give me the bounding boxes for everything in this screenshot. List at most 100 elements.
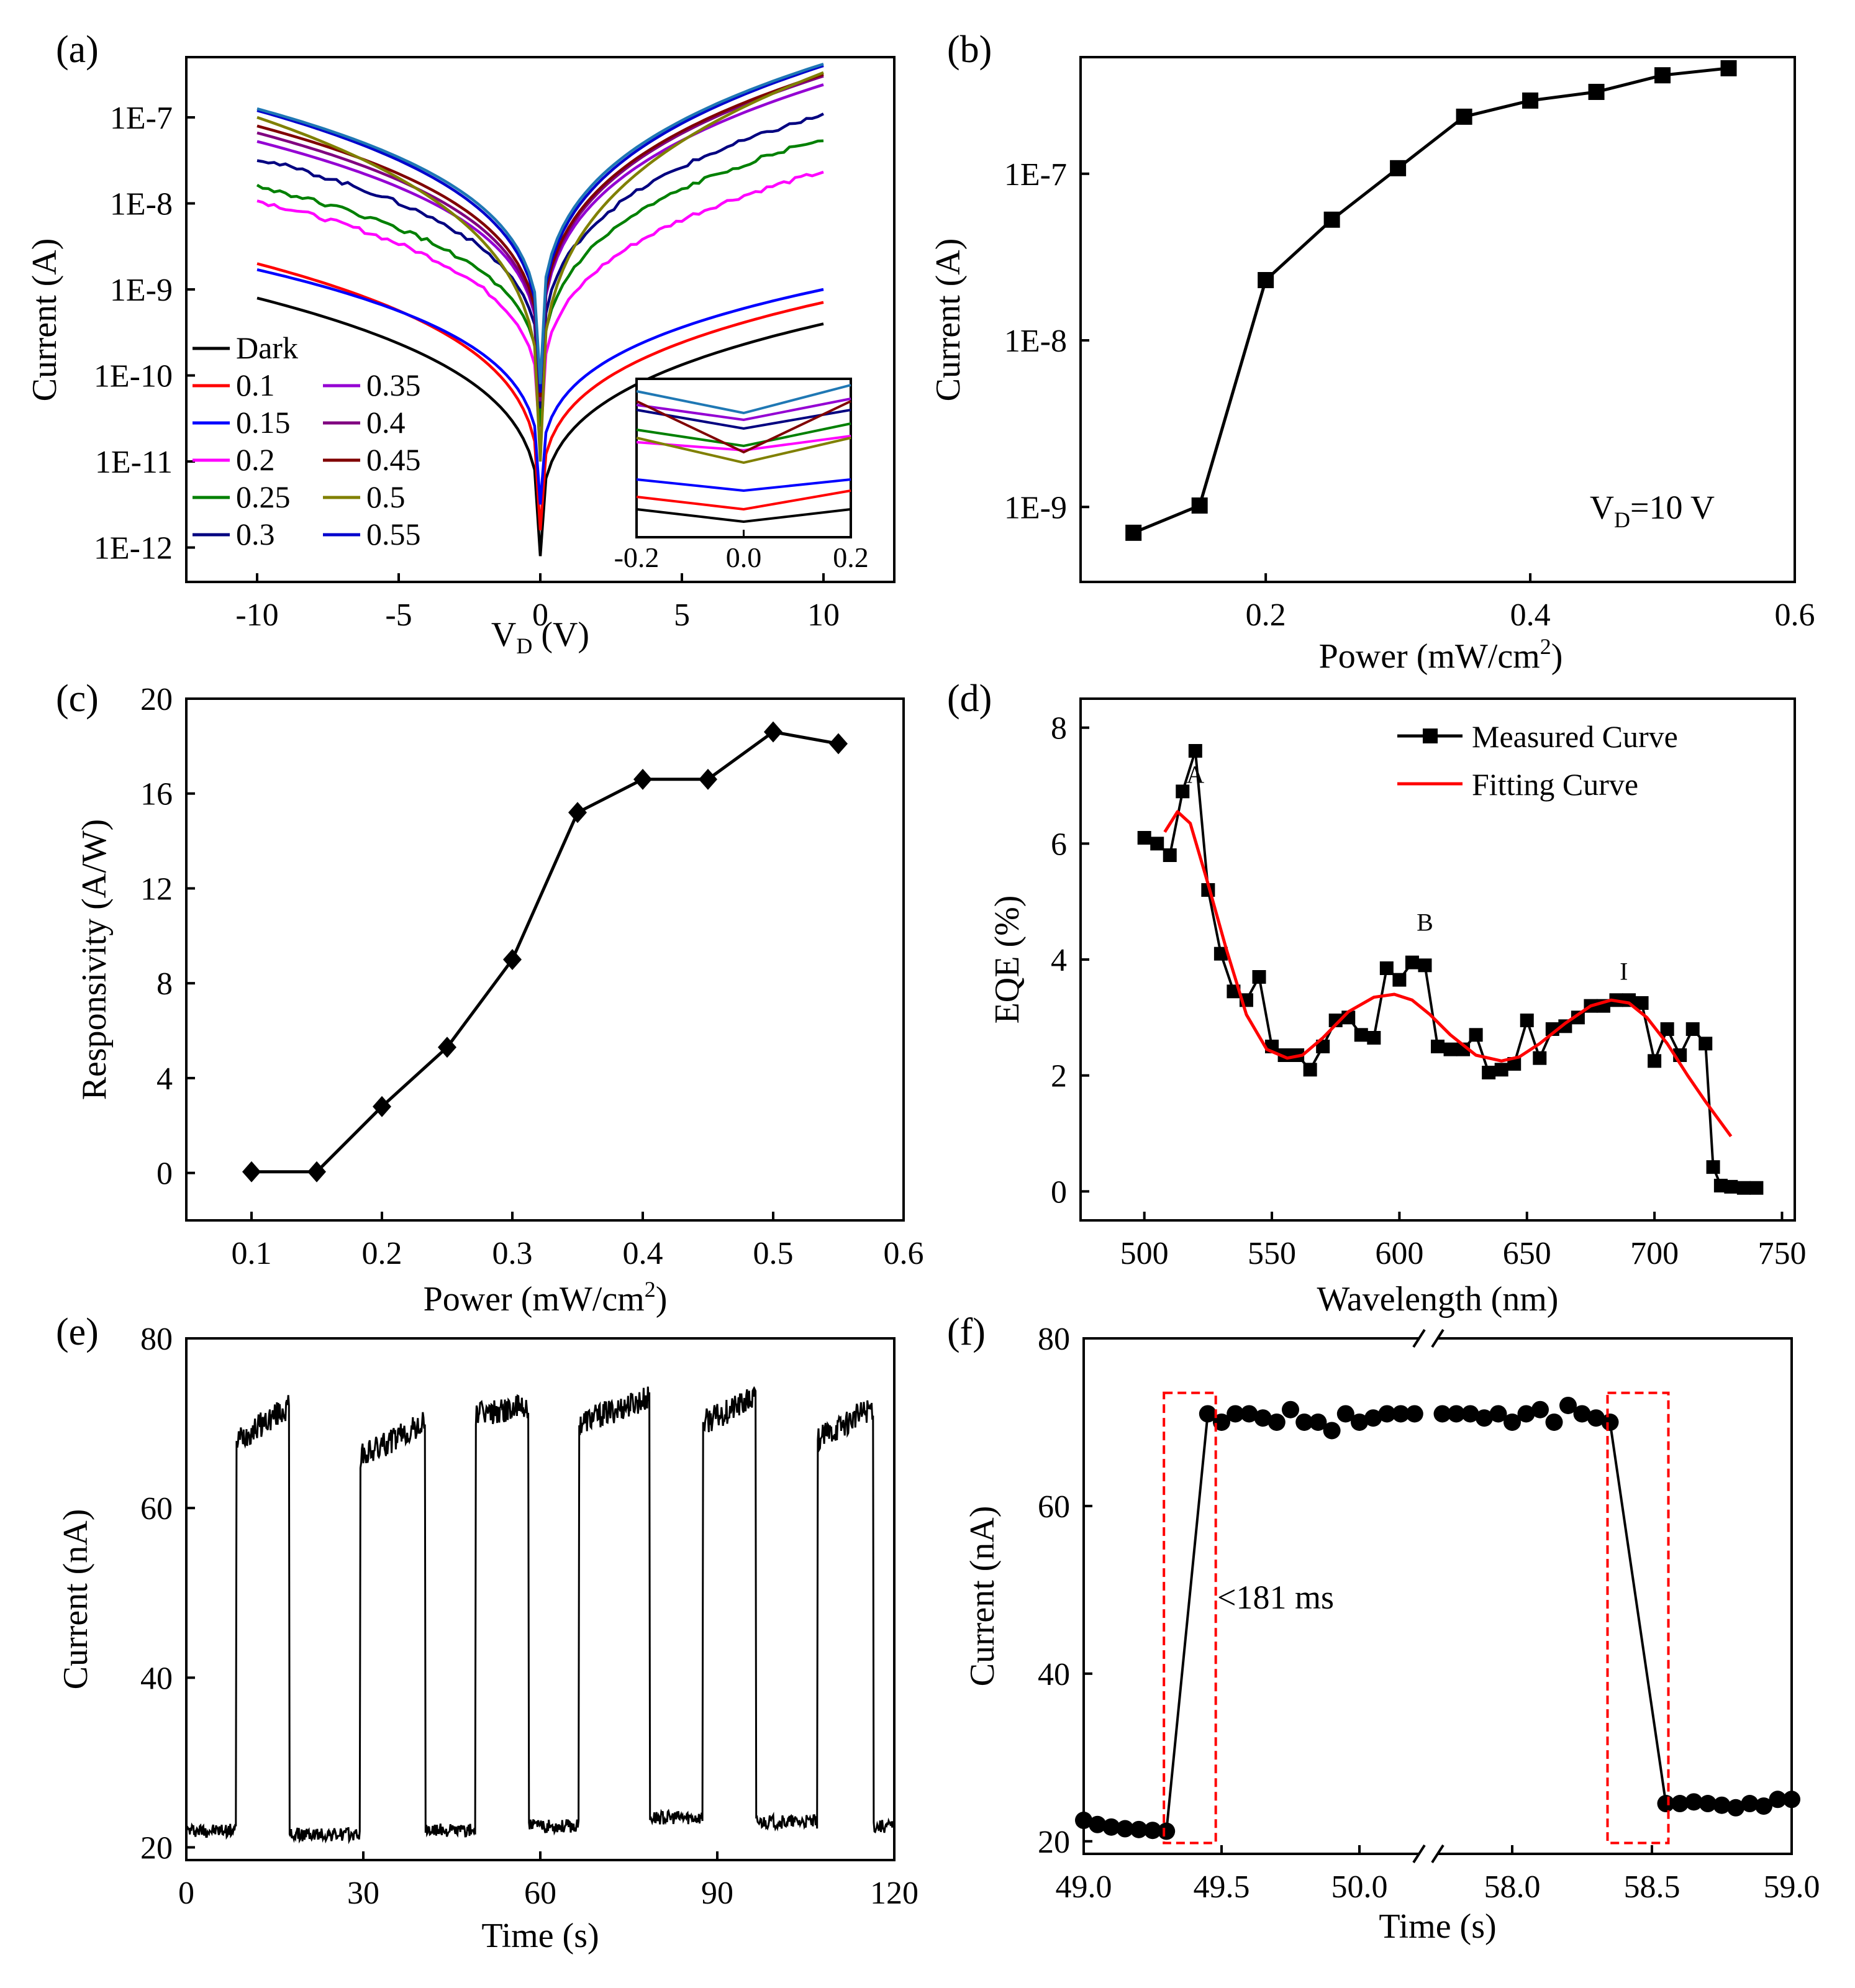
panel-d-x-ticks: 500 550 600 650 700 750 [1120,1212,1806,1271]
data-point [1268,1413,1286,1431]
inset-tick-label: 0.2 [833,542,869,573]
data-point [1769,1791,1787,1809]
measured-point [1443,1042,1458,1056]
panel-b-y-title: Current (A) [929,238,968,402]
measured-point [1137,831,1151,845]
panel-e-x-title: Time (s) [481,1917,599,1955]
x-tick-label: 50.0 [1331,1869,1388,1905]
axis-break-mark [1431,1844,1445,1864]
panel-a-inset-lines [636,384,851,524]
photocurrent-trace [185,1386,895,1845]
data-point [307,1161,326,1182]
measured-point [1252,970,1266,984]
legend-label: 0.15 [236,405,291,440]
data-point [1158,1822,1176,1840]
y-tick-label: 8 [1051,711,1067,747]
data-point [699,768,717,790]
data-point [373,1096,391,1117]
legend-label: 0.5 [366,479,406,514]
measured-point [1706,1160,1720,1174]
measured-point [1418,958,1432,973]
measured-point [1316,1040,1330,1053]
measured-point [1213,946,1228,961]
series-line-0.55 [256,64,824,393]
panel-f-y-title: Current (nA) [963,1506,1002,1687]
x-tick-label: 0.6 [1775,597,1815,633]
measured-point [1482,1066,1496,1079]
fall-time-box [1606,1391,1670,1845]
y-tick-label: 12 [140,871,173,907]
data-point [1102,1818,1120,1836]
measured-point [1520,1014,1534,1027]
panel-a-y-ticks: 1E-12 1E-11 1E-10 1E-9 1E-8 1E-7 [94,101,195,566]
y-tick-label: 1E-9 [110,273,173,308]
y-tick-label: 4 [156,1061,173,1097]
data-point [1588,83,1605,100]
panel-d-legend: Measured Curve Fitting Curve [1397,719,1678,802]
measured-point [1354,1028,1368,1042]
y-tick-label: 16 [140,777,173,812]
legend-label: 0.55 [366,517,421,551]
x-tick-label: 600 [1375,1236,1423,1271]
data-point [1240,1405,1258,1423]
legend-label-measured: Measured Curve [1472,719,1678,754]
panel-c-y-title: Responsivity (A/W) [75,819,114,1101]
x-tick-label: 0.4 [1510,597,1551,633]
measured-point [1660,1022,1674,1036]
axis-break-gap [1418,1335,1438,1342]
panel-b-x-title: Power (mW/cm2) [1319,634,1563,676]
panel-d-label: (d) [947,678,992,720]
legend-label-fitting: Fitting Curve [1472,767,1638,802]
data-point [1295,1413,1313,1431]
data-point [1433,1405,1451,1423]
axis-break-mark [1431,1328,1445,1348]
inset-line [636,400,851,454]
data-point [1573,1405,1591,1423]
panel-c-y-ticks: 0 4 8 12 16 20 [140,682,195,1192]
y-tick-label: 1E-11 [95,445,173,480]
x-tick-label: 59.0 [1764,1869,1820,1905]
x-tick-label: 0 [532,597,548,633]
x-tick-label: 0.2 [1246,597,1286,633]
panel-d-plot [1137,744,1764,1195]
panel-c: (c) 0.1 0.2 0.3 0.4 0.5 0.6 0 4 8 12 16 20 Power (… [56,678,924,1319]
data-point [1476,1409,1493,1427]
y-tick-label: 1E-8 [110,186,173,222]
measured-point [1405,955,1419,969]
data-point [1559,1396,1577,1414]
measured-point [1188,744,1202,758]
series-line-Dark [256,296,824,556]
series-line-0.25 [256,139,824,427]
panel-e-frame [185,1337,896,1861]
panel-b-y-ticks: 1E-9 1E-8 1E-7 [1004,157,1089,525]
panel-e-y-ticks: 20 40 60 80 [140,1322,195,1866]
x-tick-label: 0.4 [623,1236,663,1271]
panel-e-label: (e) [56,1311,99,1353]
panel-d: (d) 500 550 600 650 700 750 0 2 4 6 8 Measured Cu… [947,678,1806,1319]
x-tick-label: -10 [235,597,278,633]
panel-d-y-title: EQE (%) [988,896,1027,1024]
data-point [1378,1405,1396,1423]
legend-label: 0.25 [236,479,291,514]
x-tick-label: 0.1 [232,1236,272,1271]
data-point [1254,1409,1272,1427]
y-tick-label: 1E-8 [1004,324,1067,359]
y-tick-label: 1E-9 [1004,490,1067,525]
data-point [1309,1413,1327,1431]
inset-line [636,489,851,511]
y-tick-label: 20 [140,682,173,717]
series-line-0.5 [256,71,824,462]
legend-label: 0.4 [366,405,406,440]
panel-b-frame [1079,56,1796,583]
data-point [1116,1820,1134,1838]
data-point [1336,1405,1354,1423]
inset-line [636,478,851,492]
legend-label: 0.45 [366,442,421,477]
panel-b-label: (b) [947,29,992,71]
series-line-extra [256,62,824,384]
measured-point [1533,1051,1547,1065]
panel-f-x-ticks: 49.0 49.5 50.0 58.0 58.5 59.0 [1056,1845,1820,1905]
measured-point [1749,1181,1764,1195]
legend-marker-measured [1423,728,1438,743]
data-point [1545,1413,1563,1431]
